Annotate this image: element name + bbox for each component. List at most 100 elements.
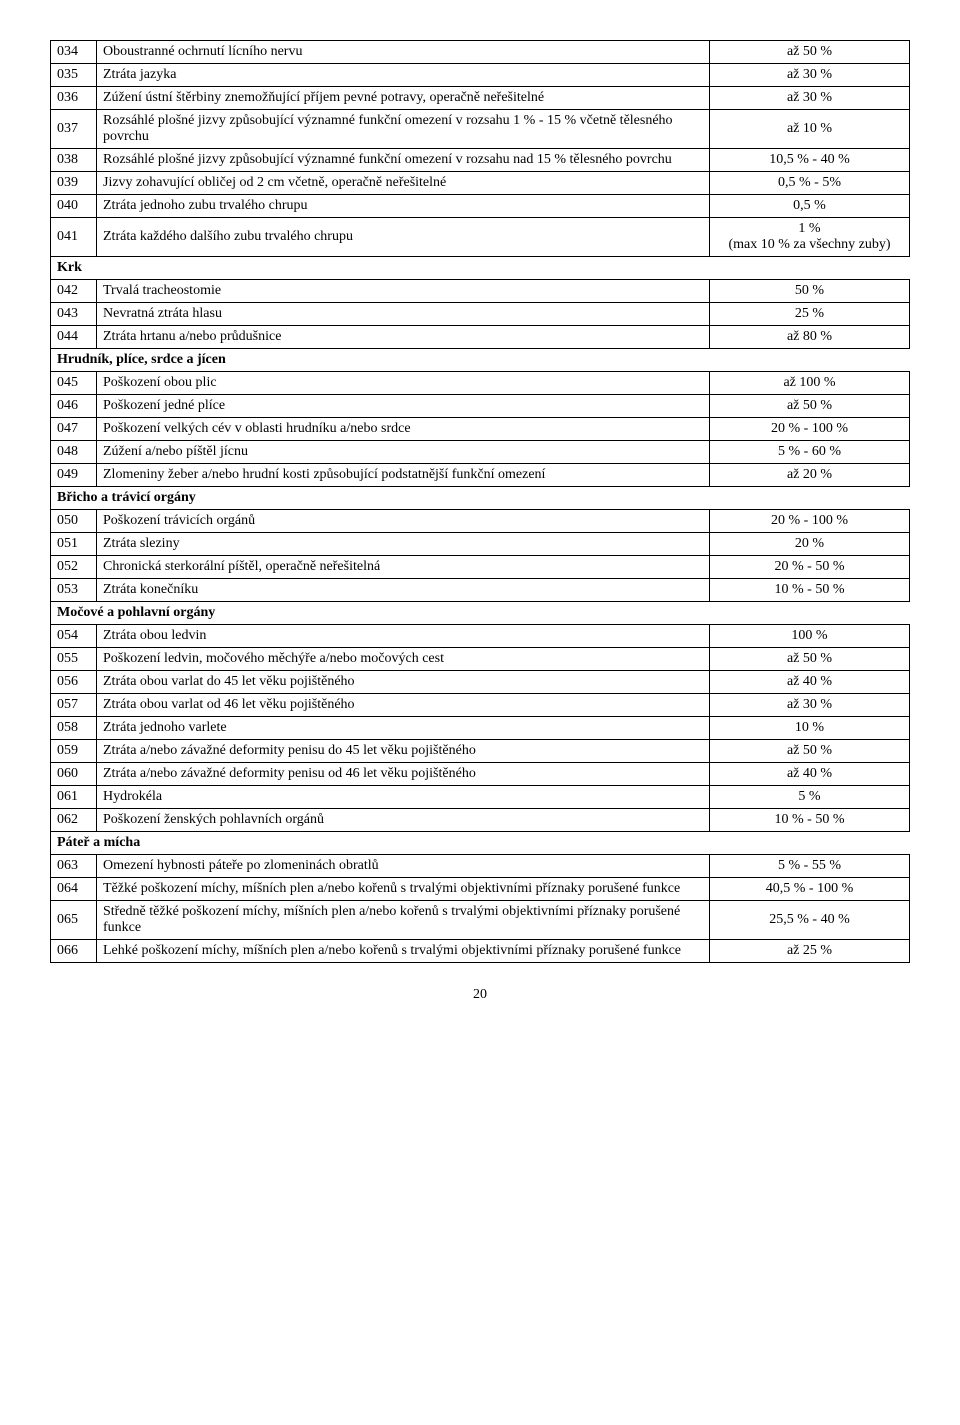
table-row: 035Ztráta jazykaaž 30 % — [51, 64, 910, 87]
table-row: 064Těžké poškození míchy, míšních plen a… — [51, 878, 910, 901]
row-code: 042 — [51, 280, 97, 303]
row-desc: Hydrokéla — [97, 786, 710, 809]
table-row: 059Ztráta a/nebo závažné deformity penis… — [51, 740, 910, 763]
table-row: 053Ztráta konečníku10 % - 50 % — [51, 579, 910, 602]
row-code: 052 — [51, 556, 97, 579]
row-desc: Ztráta jednoho varlete — [97, 717, 710, 740]
table-row: 050Poškození trávicích orgánů20 % - 100 … — [51, 510, 910, 533]
table-row: 036Zúžení ústní štěrbiny znemožňující př… — [51, 87, 910, 110]
table-row: 051Ztráta sleziny20 % — [51, 533, 910, 556]
row-code: 044 — [51, 326, 97, 349]
table-row: 057Ztráta obou varlat od 46 let věku poj… — [51, 694, 910, 717]
row-code: 038 — [51, 149, 97, 172]
row-value: 5 % — [710, 786, 910, 809]
row-value: 100 % — [710, 625, 910, 648]
table-row: 052Chronická sterkorální píštěl, operačn… — [51, 556, 910, 579]
row-code: 041 — [51, 218, 97, 257]
table-row: 039Jizvy zohavující obličej od 2 cm včet… — [51, 172, 910, 195]
row-value: 0,5 % — [710, 195, 910, 218]
row-code: 066 — [51, 940, 97, 963]
row-desc: Ztráta obou ledvin — [97, 625, 710, 648]
row-value: 10 % — [710, 717, 910, 740]
table-row: 065Středně těžké poškození míchy, míšníc… — [51, 901, 910, 940]
row-desc: Ztráta jednoho zubu trvalého chrupu — [97, 195, 710, 218]
row-code: 048 — [51, 441, 97, 464]
row-desc: Jizvy zohavující obličej od 2 cm včetně,… — [97, 172, 710, 195]
row-desc: Trvalá tracheostomie — [97, 280, 710, 303]
row-value: 0,5 % - 5% — [710, 172, 910, 195]
row-value: až 30 % — [710, 87, 910, 110]
row-code: 055 — [51, 648, 97, 671]
row-code: 050 — [51, 510, 97, 533]
table-row: 061Hydrokéla5 % — [51, 786, 910, 809]
row-value: až 30 % — [710, 694, 910, 717]
row-value: 40,5 % - 100 % — [710, 878, 910, 901]
table-row: 058Ztráta jednoho varlete10 % — [51, 717, 910, 740]
row-code: 047 — [51, 418, 97, 441]
row-code: 043 — [51, 303, 97, 326]
table-row: 060Ztráta a/nebo závažné deformity penis… — [51, 763, 910, 786]
row-value: 25,5 % - 40 % — [710, 901, 910, 940]
row-value: 5 % - 55 % — [710, 855, 910, 878]
row-code: 064 — [51, 878, 97, 901]
row-desc: Poškození ledvin, močového měchýře a/neb… — [97, 648, 710, 671]
table-row: 034Oboustranné ochrnutí lícního nervuaž … — [51, 41, 910, 64]
table-row: 043Nevratná ztráta hlasu25 % — [51, 303, 910, 326]
row-code: 065 — [51, 901, 97, 940]
table-row: 038Rozsáhlé plošné jizvy způsobující výz… — [51, 149, 910, 172]
table-row: 045Poškození obou plicaž 100 % — [51, 372, 910, 395]
table-row: 037Rozsáhlé plošné jizvy způsobující výz… — [51, 110, 910, 149]
row-desc: Poškození velkých cév v oblasti hrudníku… — [97, 418, 710, 441]
section-label: Hrudník, plíce, srdce a jícen — [51, 349, 910, 372]
table-row: Páteř a mícha — [51, 832, 910, 855]
table-row: 048Zúžení a/nebo píštěl jícnu5 % - 60 % — [51, 441, 910, 464]
row-code: 034 — [51, 41, 97, 64]
table-row: 042Trvalá tracheostomie50 % — [51, 280, 910, 303]
row-code: 035 — [51, 64, 97, 87]
row-code: 059 — [51, 740, 97, 763]
row-code: 054 — [51, 625, 97, 648]
row-value: až 25 % — [710, 940, 910, 963]
section-label: Páteř a mícha — [51, 832, 910, 855]
row-desc: Nevratná ztráta hlasu — [97, 303, 710, 326]
row-desc: Rozsáhlé plošné jizvy způsobující význam… — [97, 149, 710, 172]
table-row: 049Zlomeniny žeber a/nebo hrudní kosti z… — [51, 464, 910, 487]
row-desc: Omezení hybnosti páteře po zlomeninách o… — [97, 855, 710, 878]
table-row: 054Ztráta obou ledvin100 % — [51, 625, 910, 648]
row-value: 10 % - 50 % — [710, 809, 910, 832]
row-value: 25 % — [710, 303, 910, 326]
table-row: Krk — [51, 257, 910, 280]
row-desc: Poškození ženských pohlavních orgánů — [97, 809, 710, 832]
row-code: 037 — [51, 110, 97, 149]
row-code: 036 — [51, 87, 97, 110]
row-code: 062 — [51, 809, 97, 832]
injury-table: 034Oboustranné ochrnutí lícního nervuaž … — [50, 40, 910, 963]
row-value: až 80 % — [710, 326, 910, 349]
row-code: 063 — [51, 855, 97, 878]
row-desc: Ztráta sleziny — [97, 533, 710, 556]
row-desc: Ztráta a/nebo závažné deformity penisu d… — [97, 740, 710, 763]
row-code: 039 — [51, 172, 97, 195]
row-value: až 40 % — [710, 671, 910, 694]
row-value: 20 % - 50 % — [710, 556, 910, 579]
table-row: 040Ztráta jednoho zubu trvalého chrupu0,… — [51, 195, 910, 218]
row-value: až 10 % — [710, 110, 910, 149]
table-row: Hrudník, plíce, srdce a jícen — [51, 349, 910, 372]
row-desc: Ztráta hrtanu a/nebo průdušnice — [97, 326, 710, 349]
row-desc: Ztráta a/nebo závažné deformity penisu o… — [97, 763, 710, 786]
table-row: 044Ztráta hrtanu a/nebo průdušniceaž 80 … — [51, 326, 910, 349]
row-desc: Ztráta každého dalšího zubu trvalého chr… — [97, 218, 710, 257]
table-row: 041Ztráta každého dalšího zubu trvalého … — [51, 218, 910, 257]
row-desc: Lehké poškození míchy, míšních plen a/ne… — [97, 940, 710, 963]
table-row: 062Poškození ženských pohlavních orgánů1… — [51, 809, 910, 832]
row-code: 040 — [51, 195, 97, 218]
table-row: 055Poškození ledvin, močového měchýře a/… — [51, 648, 910, 671]
table-row: 063Omezení hybnosti páteře po zlomeninác… — [51, 855, 910, 878]
table-row: Břicho a trávicí orgány — [51, 487, 910, 510]
row-desc: Ztráta konečníku — [97, 579, 710, 602]
row-desc: Chronická sterkorální píštěl, operačně n… — [97, 556, 710, 579]
row-value: 50 % — [710, 280, 910, 303]
row-desc: Oboustranné ochrnutí lícního nervu — [97, 41, 710, 64]
row-value: 5 % - 60 % — [710, 441, 910, 464]
row-desc: Zúžení a/nebo píštěl jícnu — [97, 441, 710, 464]
